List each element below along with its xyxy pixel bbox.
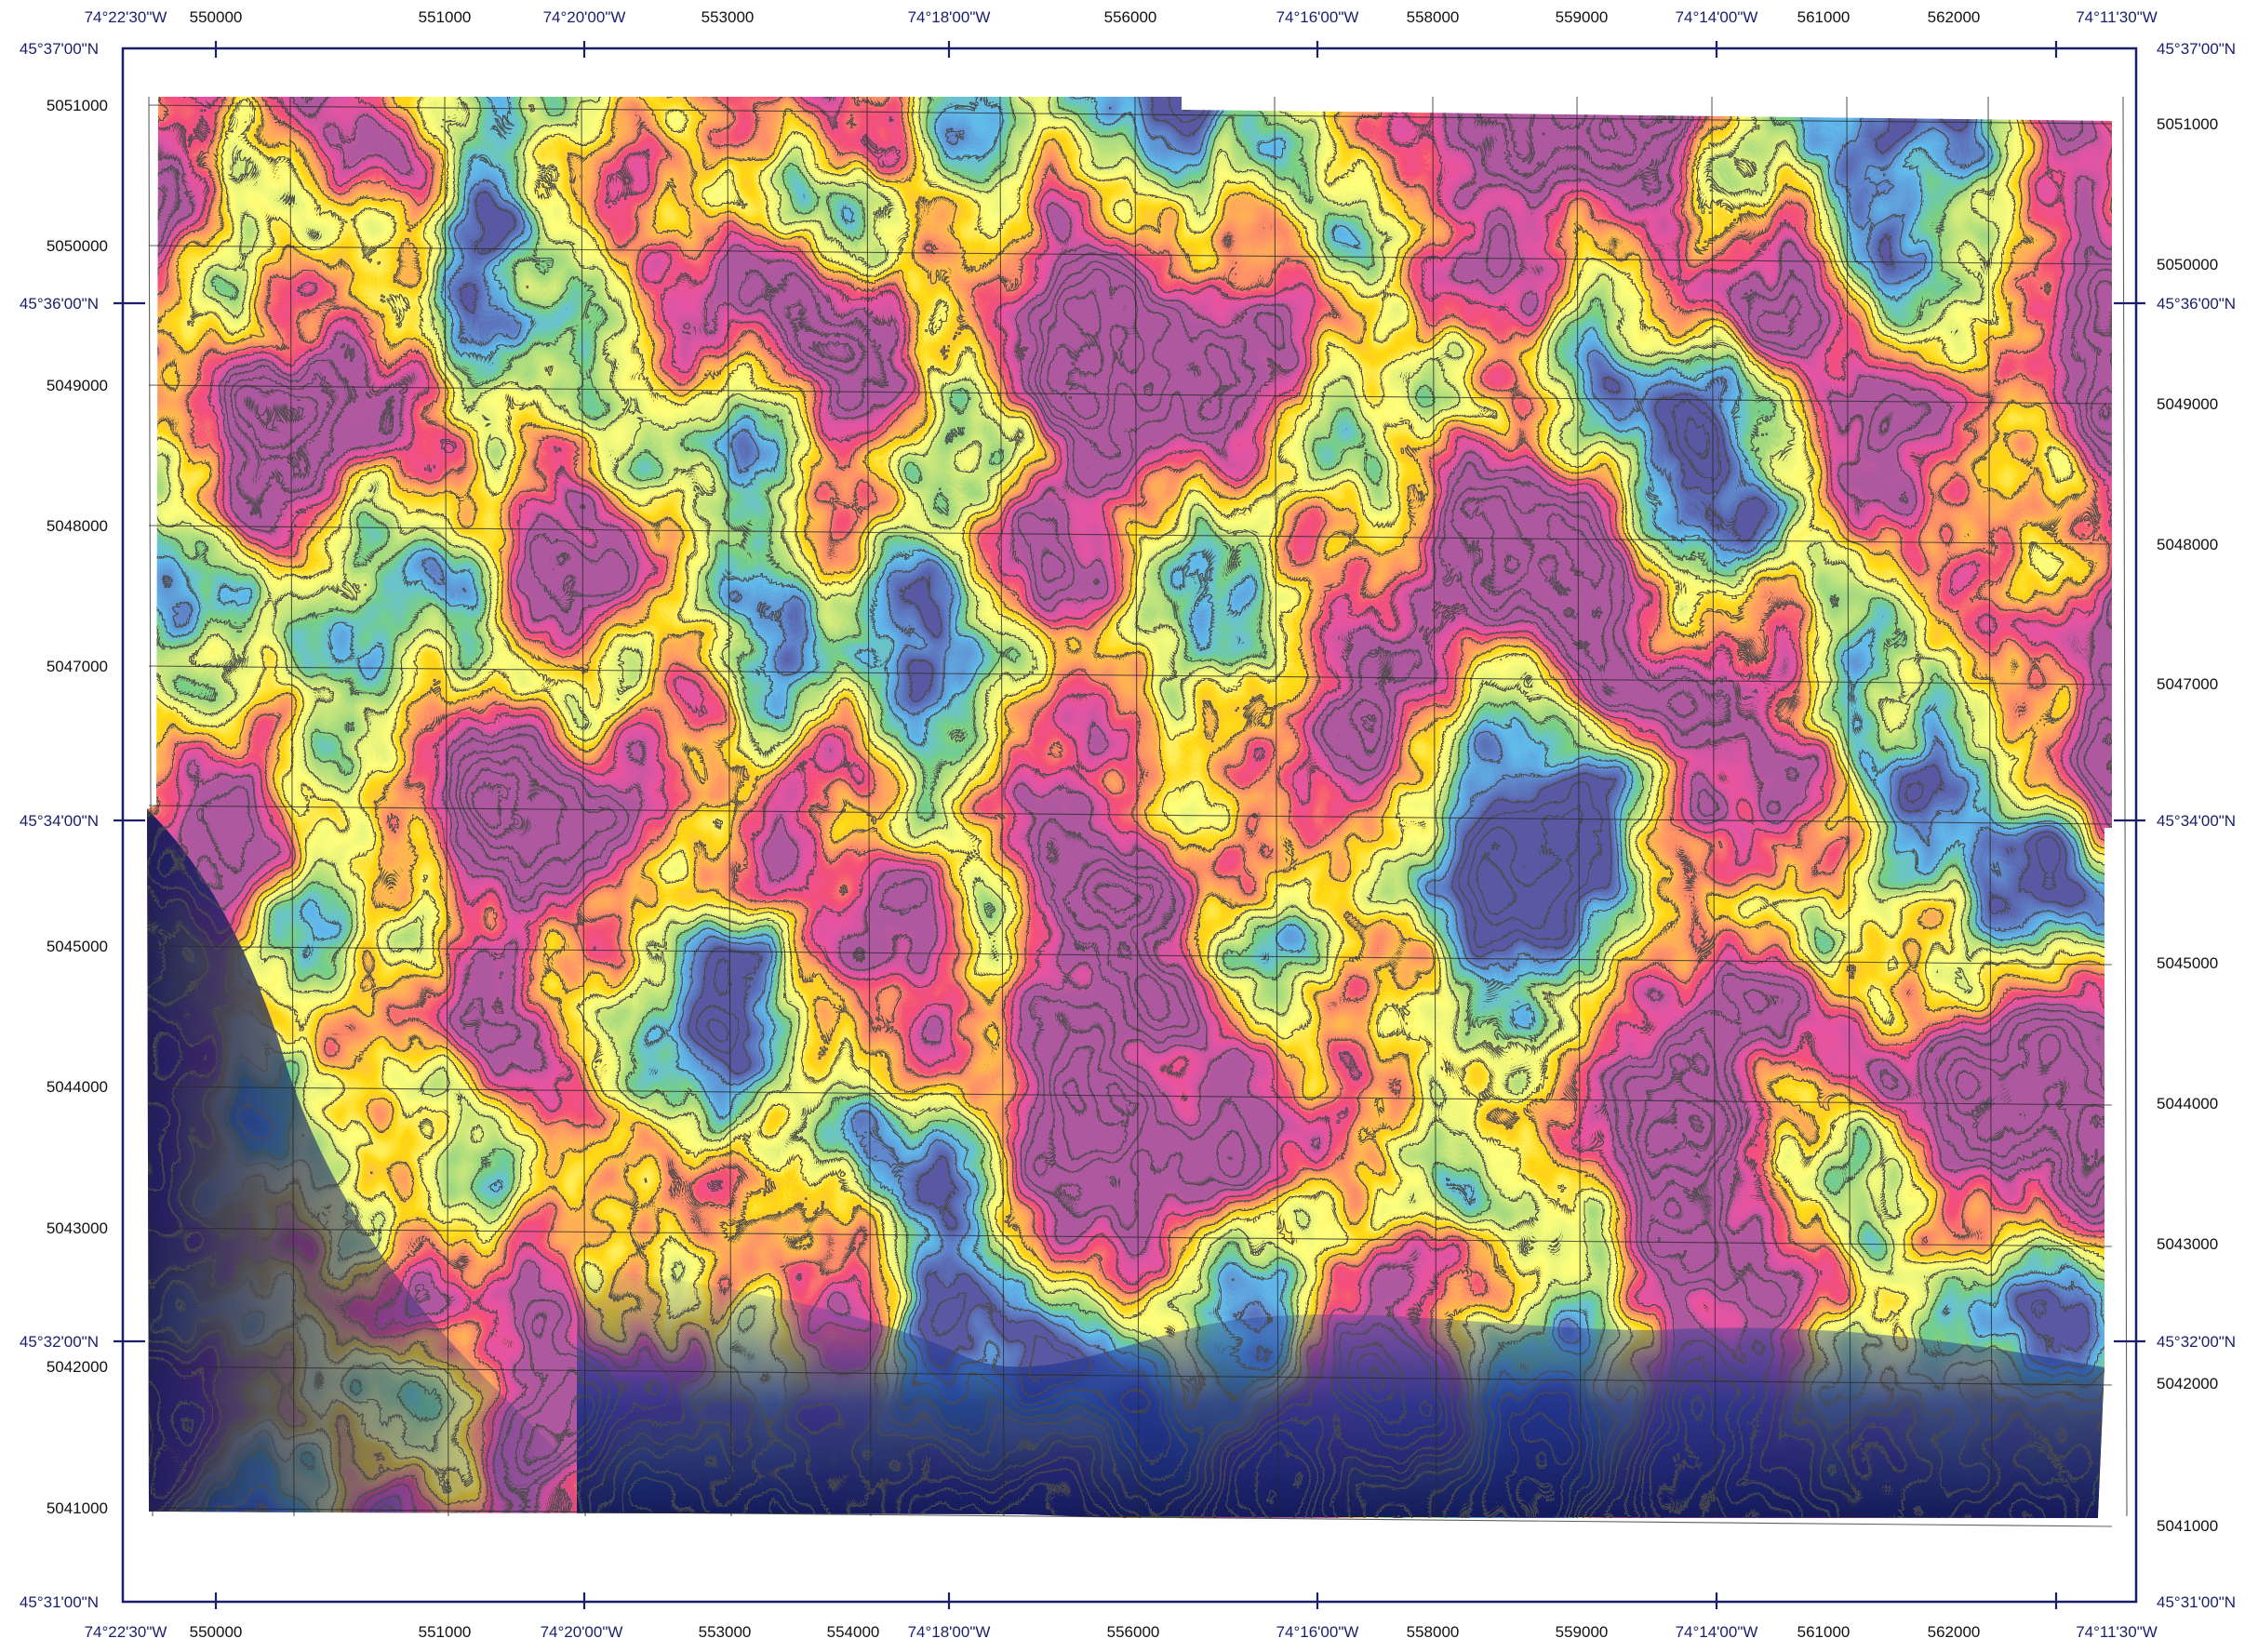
left-coordinate-label: 5050000: [47, 237, 108, 255]
right-coordinate-label: 5042000: [2157, 1375, 2218, 1392]
grid-line-vertical: [1987, 96, 1993, 1517]
left-coordinate-label: 5044000: [47, 1078, 108, 1096]
grid-line-horizontal: [148, 104, 2113, 125]
right-coordinate-label: 5044000: [2157, 1095, 2218, 1112]
bottom-coordinate-label: 556000: [1107, 1623, 1160, 1641]
bottom-coordinate-label: 554000: [827, 1623, 880, 1641]
left-coordinate-label: 5041000: [47, 1499, 108, 1517]
grid-line-vertical: [1711, 96, 1717, 1517]
grid-line-vertical: [1274, 96, 1279, 1517]
left-coordinate-label: 5051000: [47, 97, 108, 114]
left-coordinate-label: 5045000: [47, 938, 108, 955]
grid-line-vertical: [1846, 96, 1851, 1517]
left-coordinate-label: 5042000: [47, 1358, 108, 1376]
right-coordinate-label: 45°32'00"N: [2157, 1333, 2236, 1351]
left-coordinate-label: 45°36'00"N: [20, 295, 99, 313]
left-coordinate-label: 5048000: [47, 517, 108, 535]
grid-line-horizontal: [148, 1507, 2113, 1527]
bottom-coordinate-label: 562000: [1928, 1623, 1981, 1641]
bottom-coordinate-label: 561000: [1797, 1623, 1850, 1641]
bottom-coordinate-label: 74°20'00"W: [541, 1623, 623, 1641]
left-coordinate-label: 45°37'00"N: [20, 40, 99, 58]
bottom-coordinate-label: 74°11'30"W: [2076, 1623, 2158, 1641]
right-coordinate-label: 5047000: [2157, 675, 2218, 693]
grid-line-vertical: [727, 96, 732, 1517]
grid-line-horizontal: [148, 245, 2113, 265]
bottom-coordinate-label: 559000: [1556, 1623, 1609, 1641]
utm-grid: [148, 96, 2128, 1527]
top-coordinate-label: 74°16'00"W: [1276, 8, 1359, 26]
magnetic-anomaly-field: [147, 97, 2112, 1518]
right-coordinate-label: 5045000: [2157, 954, 2218, 972]
grid-line-vertical: [148, 96, 154, 1517]
grid-line-horizontal: [148, 945, 2113, 966]
left-coordinate-label: 5049000: [47, 377, 108, 394]
neatline: [121, 47, 2138, 1604]
top-coordinate-label: 562000: [1928, 8, 1981, 26]
left-coordinate-label: 5043000: [47, 1219, 108, 1237]
right-coordinate-label: 5051000: [2157, 115, 2218, 133]
left-coordinate-label: 45°31'00"N: [20, 1593, 99, 1611]
right-coordinate-label: 5049000: [2157, 395, 2218, 413]
right-coordinate-label: 5050000: [2157, 256, 2218, 273]
top-coordinate-label: 74°22'30"W: [85, 8, 167, 26]
top-coordinate-label: 556000: [1104, 8, 1157, 26]
grid-line-vertical: [866, 96, 872, 1517]
top-coordinate-label: 561000: [1797, 8, 1850, 26]
top-coordinate-label: 550000: [190, 8, 243, 26]
grid-line-horizontal: [148, 1366, 2113, 1386]
top-coordinate-label: 74°14'00"W: [1676, 8, 1758, 26]
bottom-coordinate-label: 550000: [190, 1623, 243, 1641]
grid-line-horizontal: [148, 1227, 2113, 1247]
right-coordinate-label: 45°34'00"N: [2157, 812, 2236, 830]
right-coordinate-label: 5043000: [2157, 1235, 2218, 1253]
grid-line-horizontal: [148, 525, 2113, 545]
top-coordinate-label: 74°20'00"W: [543, 8, 626, 26]
bottom-coordinate-label: 74°14'00"W: [1676, 1623, 1758, 1641]
grid-line-vertical: [2122, 96, 2128, 1517]
grid-line-vertical: [999, 96, 1005, 1517]
frame-ticks: [114, 41, 2145, 1609]
bottom-coordinate-label: 553000: [699, 1623, 752, 1641]
top-coordinate-label: 559000: [1556, 8, 1609, 26]
right-coordinate-label: 45°36'00"N: [2157, 295, 2236, 313]
bottom-coordinate-label: 558000: [1407, 1623, 1460, 1641]
grid-line-horizontal: [148, 384, 2113, 405]
bottom-coordinate-label: 74°16'00"W: [1276, 1623, 1359, 1641]
right-coordinate-label: 45°37'00"N: [2157, 40, 2236, 58]
right-coordinate-label: 5041000: [2157, 1517, 2218, 1535]
top-coordinate-label: 551000: [419, 8, 472, 26]
right-coordinate-label: 45°31'00"N: [2157, 1593, 2236, 1611]
grid-line-vertical: [1576, 96, 1582, 1517]
coordinate-labels: 74°22'30"W 550000 551000 74°20'00"W 553000 74…: [20, 8, 2236, 1641]
left-coordinate-label: 45°34'00"N: [20, 812, 99, 830]
bottom-coordinate-label: 74°22'30"W: [85, 1623, 167, 1641]
top-coordinate-label: 558000: [1407, 8, 1460, 26]
map-frame: [121, 47, 2138, 1604]
grid-line-vertical: [1432, 96, 1437, 1517]
left-coordinate-label: 45°32'00"N: [20, 1333, 99, 1351]
grid-line-vertical: [1134, 96, 1140, 1517]
left-coordinate-label: 5047000: [47, 658, 108, 675]
grid-line-vertical: [581, 96, 586, 1517]
bottom-coordinate-label: 551000: [419, 1623, 472, 1641]
grid-line-horizontal: [148, 1086, 2113, 1106]
grid-line-horizontal: [148, 665, 2113, 686]
top-coordinate-label: 74°11'30"W: [2076, 8, 2158, 26]
top-coordinate-label: 553000: [701, 8, 755, 26]
grid-line-vertical: [444, 96, 449, 1517]
bottom-coordinate-label: 74°18'00"W: [908, 1623, 991, 1641]
grid-line-horizontal: [148, 805, 2113, 825]
right-coordinate-label: 5048000: [2157, 536, 2218, 553]
top-coordinate-label: 74°18'00"W: [908, 8, 991, 26]
